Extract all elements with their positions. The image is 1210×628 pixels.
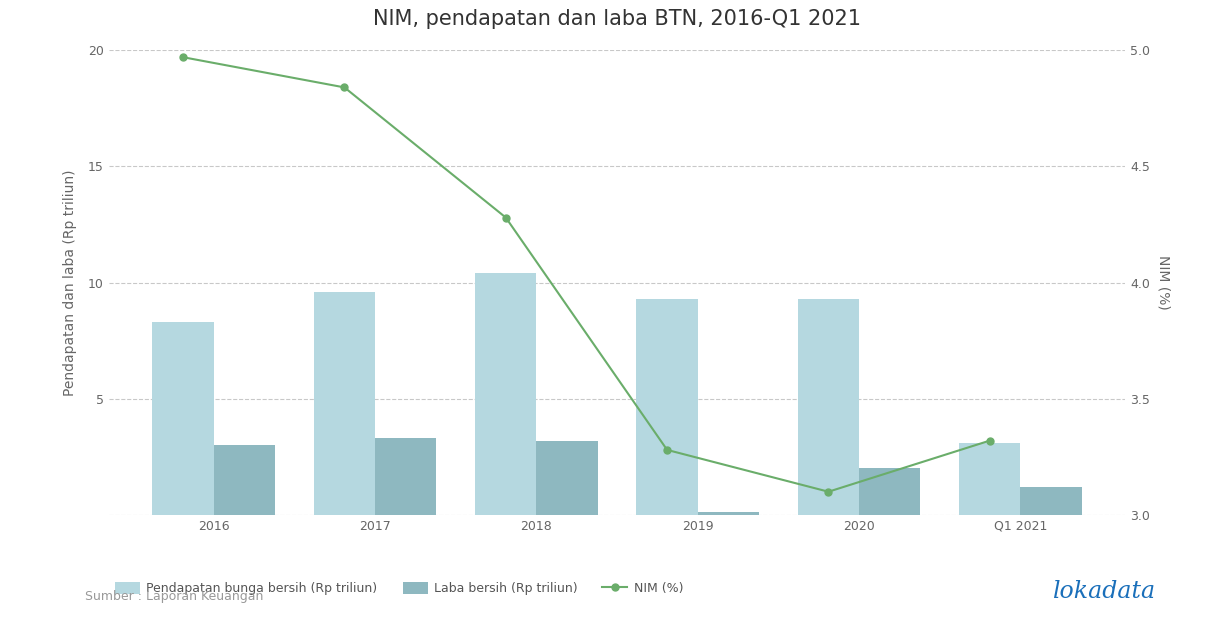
Bar [636,299,698,515]
Text: lokadata: lokadata [1053,580,1156,603]
Bar [536,441,598,515]
Bar [476,273,536,515]
Title: NIM, pendapatan dan laba BTN, 2016-Q1 2021: NIM, pendapatan dan laba BTN, 2016-Q1 20… [373,9,862,30]
Bar [152,322,214,515]
Y-axis label: Pendapatan dan laba (Rp triliun): Pendapatan dan laba (Rp triliun) [63,170,77,396]
Bar [797,299,859,515]
Bar [313,292,375,515]
Bar [698,512,759,515]
Bar [859,468,921,515]
Bar [1020,487,1082,515]
Legend: Pendapatan bunga bersih (Rp triliun), Laba bersih (Rp triliun), NIM (%): Pendapatan bunga bersih (Rp triliun), La… [115,582,684,595]
Bar [214,445,275,515]
Bar [960,443,1020,515]
Bar [375,438,437,515]
Text: Sumber : Laporan Keuangan: Sumber : Laporan Keuangan [85,590,263,603]
Y-axis label: NIM (%): NIM (%) [1157,255,1171,310]
